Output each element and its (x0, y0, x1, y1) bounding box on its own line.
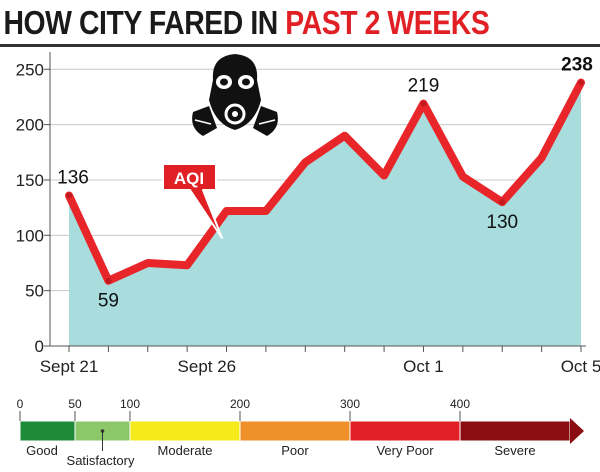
y-tick-label-0: 0 (35, 337, 44, 356)
series-line-aqi (65, 78, 585, 285)
scale-breakpoint-label: 0 (17, 397, 24, 411)
scale-pointer-dot (100, 429, 105, 433)
title-underline (0, 44, 600, 47)
scale-band-good (19, 420, 76, 442)
x-tick-label: Sept 26 (178, 357, 237, 376)
axes: 0 50 100 150 200 250 Sept 21 Sept 26 Oct 1 Oct 5 (16, 52, 600, 376)
scale-band-poor (239, 420, 351, 442)
chart-title: HOW CITY FARED IN PAST 2 WEEKS (0, 0, 516, 46)
scale-band-very-poor (349, 420, 461, 442)
scale-category-label: Good (26, 443, 58, 458)
scale-band-moderate (129, 420, 241, 442)
area-fill-shape (69, 82, 581, 347)
y-tick-label-150: 150 (16, 171, 44, 190)
data-point-marker (105, 277, 112, 284)
aqi-callout-label: AQI (174, 169, 204, 188)
x-tick-label: Oct 5 (561, 357, 600, 376)
data-label: 136 (57, 167, 89, 188)
scale-breakpoint-label: 100 (120, 397, 140, 411)
gas-mask-icon (192, 54, 278, 136)
y-tick-label-100: 100 (16, 226, 44, 245)
scale-category-label: Very Poor (376, 443, 434, 458)
scale-category-label: Poor (281, 443, 309, 458)
scale-category-label: Satisfactory (67, 453, 135, 468)
y-tick-label-200: 200 (16, 116, 44, 135)
data-point-marker (578, 79, 584, 86)
scale-breakpoint-label: 300 (340, 397, 360, 411)
data-label: 238 (561, 55, 593, 76)
data-labels: 136 59 219 130 238 (57, 55, 593, 312)
scale-category-label: Moderate (158, 443, 213, 458)
x-tick-label: Oct 1 (403, 357, 444, 376)
y-tick-label-250: 250 (16, 60, 44, 79)
data-label: 130 (486, 212, 518, 233)
scale-category-label: Severe (494, 443, 535, 458)
data-label: 219 (408, 76, 440, 97)
chart-title-highlight: PAST 2 WEEKS (285, 4, 490, 41)
scale-breakpoint-label: 50 (68, 397, 82, 411)
chart-title-main: HOW CITY FARED IN (3, 4, 286, 41)
scale-band-severe (459, 420, 571, 442)
markers (66, 79, 584, 284)
scale-arrow-head (570, 418, 584, 444)
area-fill (69, 82, 581, 347)
x-tick-label: Sept 21 (40, 357, 99, 376)
y-tick-label-50: 50 (25, 282, 44, 301)
aqi-scale: 0 50 100 200 300 400 Good Satisfactory Moderate P… (17, 397, 584, 468)
data-point-marker (499, 199, 506, 206)
scale-breakpoint-label: 200 (230, 397, 250, 411)
scale-breakpoint-label: 400 (450, 397, 470, 411)
aqi-callout: AQI (162, 163, 223, 239)
data-point-marker (420, 100, 427, 107)
series-line (65, 78, 585, 285)
data-label: 59 (98, 291, 119, 312)
data-point-marker (66, 192, 72, 199)
